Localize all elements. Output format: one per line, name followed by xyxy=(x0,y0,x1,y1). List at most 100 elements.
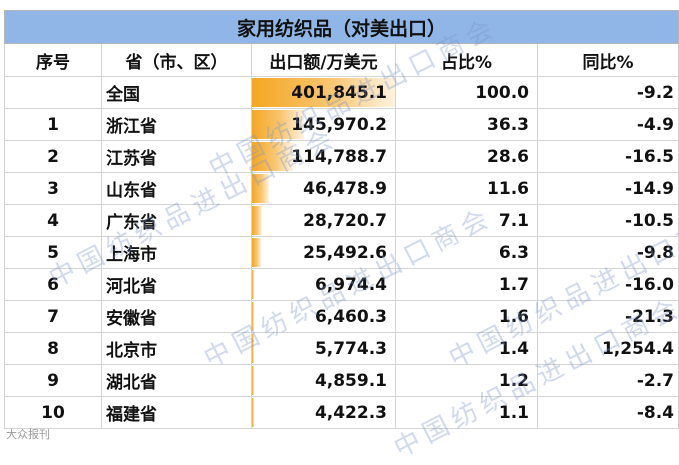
cell-province: 河北省 xyxy=(101,268,252,301)
value-text: 4,422.3 xyxy=(314,402,387,423)
cell-province: 山东省 xyxy=(101,172,252,205)
cell-value: 145,970.2 xyxy=(251,108,396,141)
table-row: 2 江苏省 114,788.7 28.6 -16.5 xyxy=(4,140,679,173)
cell-index: 7 xyxy=(4,300,102,333)
cell-share: 7.1 xyxy=(395,204,538,237)
table-row: 7 安徽省 6,460.3 1.6 -21.3 xyxy=(4,300,679,333)
cell-share: 11.6 xyxy=(395,172,538,205)
table-row: 6 河北省 6,974.4 1.7 -16.0 xyxy=(4,268,679,301)
header-province: 省（市、区） xyxy=(101,43,252,77)
cell-yoy: -16.0 xyxy=(536,268,679,301)
cell-index: 1 xyxy=(4,108,102,141)
cell-index: 9 xyxy=(4,364,102,397)
cell-share: 1.7 xyxy=(395,268,538,301)
cell-index xyxy=(4,76,102,109)
cell-yoy: -4.9 xyxy=(536,108,679,141)
value-text: 4,859.1 xyxy=(314,370,387,391)
cell-share: 100.0 xyxy=(395,76,538,109)
data-bar xyxy=(252,142,293,171)
table-row: 1 浙江省 145,970.2 36.3 -4.9 xyxy=(4,108,679,141)
table-row: 10 福建省 4,422.3 1.1 -8.4 xyxy=(4,396,679,429)
cell-value: 46,478.9 xyxy=(251,172,396,205)
table-body: 全国 401,845.1 100.0 -9.2 1 浙江省 145,970.2 36.3 -4.… xyxy=(4,76,679,429)
cell-yoy: -2.7 xyxy=(536,364,679,397)
footer-logo: 大众报刊 xyxy=(6,428,50,441)
table-row: 全国 401,845.1 100.0 -9.2 xyxy=(4,76,679,109)
header-index: 序号 xyxy=(4,43,102,77)
cell-yoy: -14.9 xyxy=(536,172,679,205)
cell-yoy: -21.3 xyxy=(536,300,679,333)
cell-province: 北京市 xyxy=(101,332,252,365)
table-row: 5 上海市 25,492.6 6.3 -9.8 xyxy=(4,236,679,269)
table-row: 9 湖北省 4,859.1 1.2 -2.7 xyxy=(4,364,679,397)
cell-index: 2 xyxy=(4,140,102,173)
data-bar xyxy=(252,206,263,235)
cell-yoy: -10.5 xyxy=(536,204,679,237)
table-row: 4 广东省 28,720.7 7.1 -10.5 xyxy=(4,204,679,237)
cell-province: 广东省 xyxy=(101,204,252,237)
value-text: 5,774.3 xyxy=(314,338,387,359)
data-bar xyxy=(252,398,254,427)
cell-share: 28.6 xyxy=(395,140,538,173)
data-bar xyxy=(252,366,254,395)
cell-value: 5,774.3 xyxy=(251,332,396,365)
cell-share: 1.2 xyxy=(395,364,538,397)
header-share: 占比% xyxy=(395,43,538,77)
cell-province: 湖北省 xyxy=(101,364,252,397)
cell-yoy: -8.4 xyxy=(536,396,679,429)
value-text: 6,974.4 xyxy=(314,274,387,295)
cell-province: 安徽省 xyxy=(101,300,252,333)
cell-value: 28,720.7 xyxy=(251,204,396,237)
value-text: 46,478.9 xyxy=(303,178,387,199)
cell-yoy: -9.8 xyxy=(536,236,679,269)
data-bar xyxy=(252,334,255,363)
cell-share: 6.3 xyxy=(395,236,538,269)
title-row: 家用纺织品（对美出口） xyxy=(3,10,679,44)
cell-index: 8 xyxy=(4,332,102,365)
cell-value: 401,845.1 xyxy=(251,76,396,109)
cell-province: 全国 xyxy=(101,76,252,109)
cell-value: 4,859.1 xyxy=(251,364,396,397)
cell-yoy: -9.2 xyxy=(536,76,679,109)
table-row: 8 北京市 5,774.3 1.4 1,254.4 xyxy=(4,332,679,365)
value-text: 25,492.6 xyxy=(303,242,387,263)
data-bar xyxy=(252,174,269,203)
cell-yoy: 1,254.4 xyxy=(536,332,679,365)
data-bar xyxy=(252,302,255,331)
cell-share: 1.6 xyxy=(395,300,538,333)
data-bar xyxy=(252,78,395,107)
cell-value: 6,460.3 xyxy=(251,300,396,333)
header-row: 序号 省（市、区） 出口额/万美元 占比% 同比% xyxy=(4,43,679,77)
cell-share: 1.1 xyxy=(395,396,538,429)
cell-value: 114,788.7 xyxy=(251,140,396,173)
cell-index: 6 xyxy=(4,268,102,301)
cell-province: 福建省 xyxy=(101,396,252,429)
table-title: 家用纺织品（对美出口） xyxy=(3,10,679,44)
cell-province: 江苏省 xyxy=(101,140,252,173)
cell-index: 3 xyxy=(4,172,102,205)
value-text: 114,788.7 xyxy=(291,146,387,167)
cell-yoy: -16.5 xyxy=(536,140,679,173)
cell-share: 36.3 xyxy=(395,108,538,141)
cell-value: 4,422.3 xyxy=(251,396,396,429)
cell-value: 25,492.6 xyxy=(251,236,396,269)
value-text: 401,845.1 xyxy=(291,82,387,103)
cell-province: 上海市 xyxy=(101,236,252,269)
cell-index: 4 xyxy=(4,204,102,237)
cell-index: 10 xyxy=(4,396,102,429)
header-yoy: 同比% xyxy=(536,43,679,77)
value-text: 6,460.3 xyxy=(314,306,387,327)
cell-index: 5 xyxy=(4,236,102,269)
cell-province: 浙江省 xyxy=(101,108,252,141)
table-row: 3 山东省 46,478.9 11.6 -14.9 xyxy=(4,172,679,205)
header-value: 出口额/万美元 xyxy=(251,43,396,77)
value-text: 28,720.7 xyxy=(303,210,387,231)
data-bar xyxy=(252,270,255,299)
data-bar xyxy=(252,238,262,267)
data-bar xyxy=(252,110,304,139)
cell-value: 6,974.4 xyxy=(251,268,396,301)
cell-share: 1.4 xyxy=(395,332,538,365)
export-table: 家用纺织品（对美出口） 序号 省（市、区） 出口额/万美元 占比% 同比% 全国… xyxy=(3,10,679,429)
value-text: 145,970.2 xyxy=(291,114,387,135)
spreadsheet: 家用纺织品（对美出口） 序号 省（市、区） 出口额/万美元 占比% 同比% 全国… xyxy=(3,10,679,464)
